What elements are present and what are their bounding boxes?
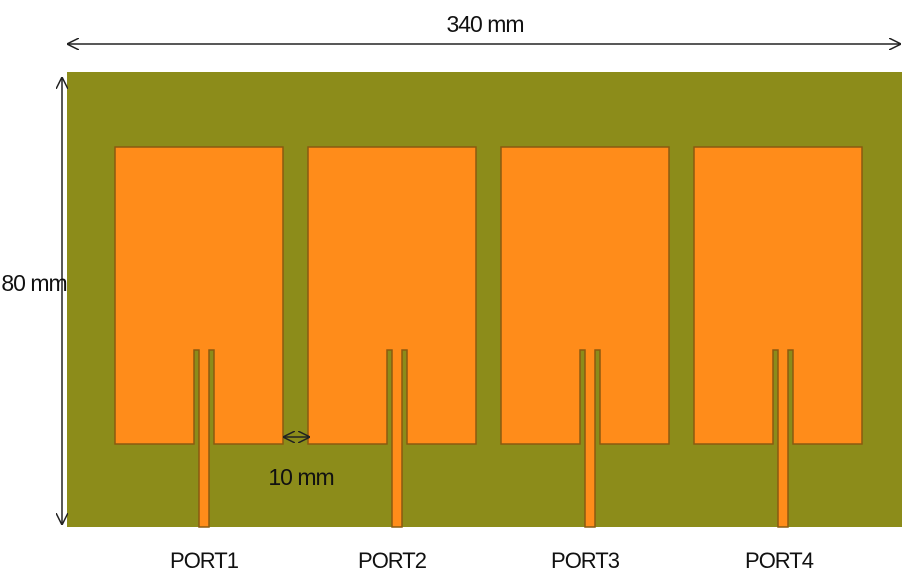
width-dimension-label: 340 mm xyxy=(446,11,523,37)
port-label-3: PORT3 xyxy=(551,548,620,573)
port-label-4: PORT4 xyxy=(745,548,814,573)
height-dimension-label: 80 mm xyxy=(1,270,66,296)
gap-dimension-label: 10 mm xyxy=(268,464,333,490)
patch-group xyxy=(114,146,863,528)
patch-antenna-1 xyxy=(114,146,284,528)
patch-antenna-2 xyxy=(307,146,477,528)
patch-antenna-3 xyxy=(500,146,670,528)
patch-antenna-4 xyxy=(693,146,863,528)
port-label-2: PORT2 xyxy=(358,548,427,573)
port-label-1: PORT1 xyxy=(170,548,239,573)
